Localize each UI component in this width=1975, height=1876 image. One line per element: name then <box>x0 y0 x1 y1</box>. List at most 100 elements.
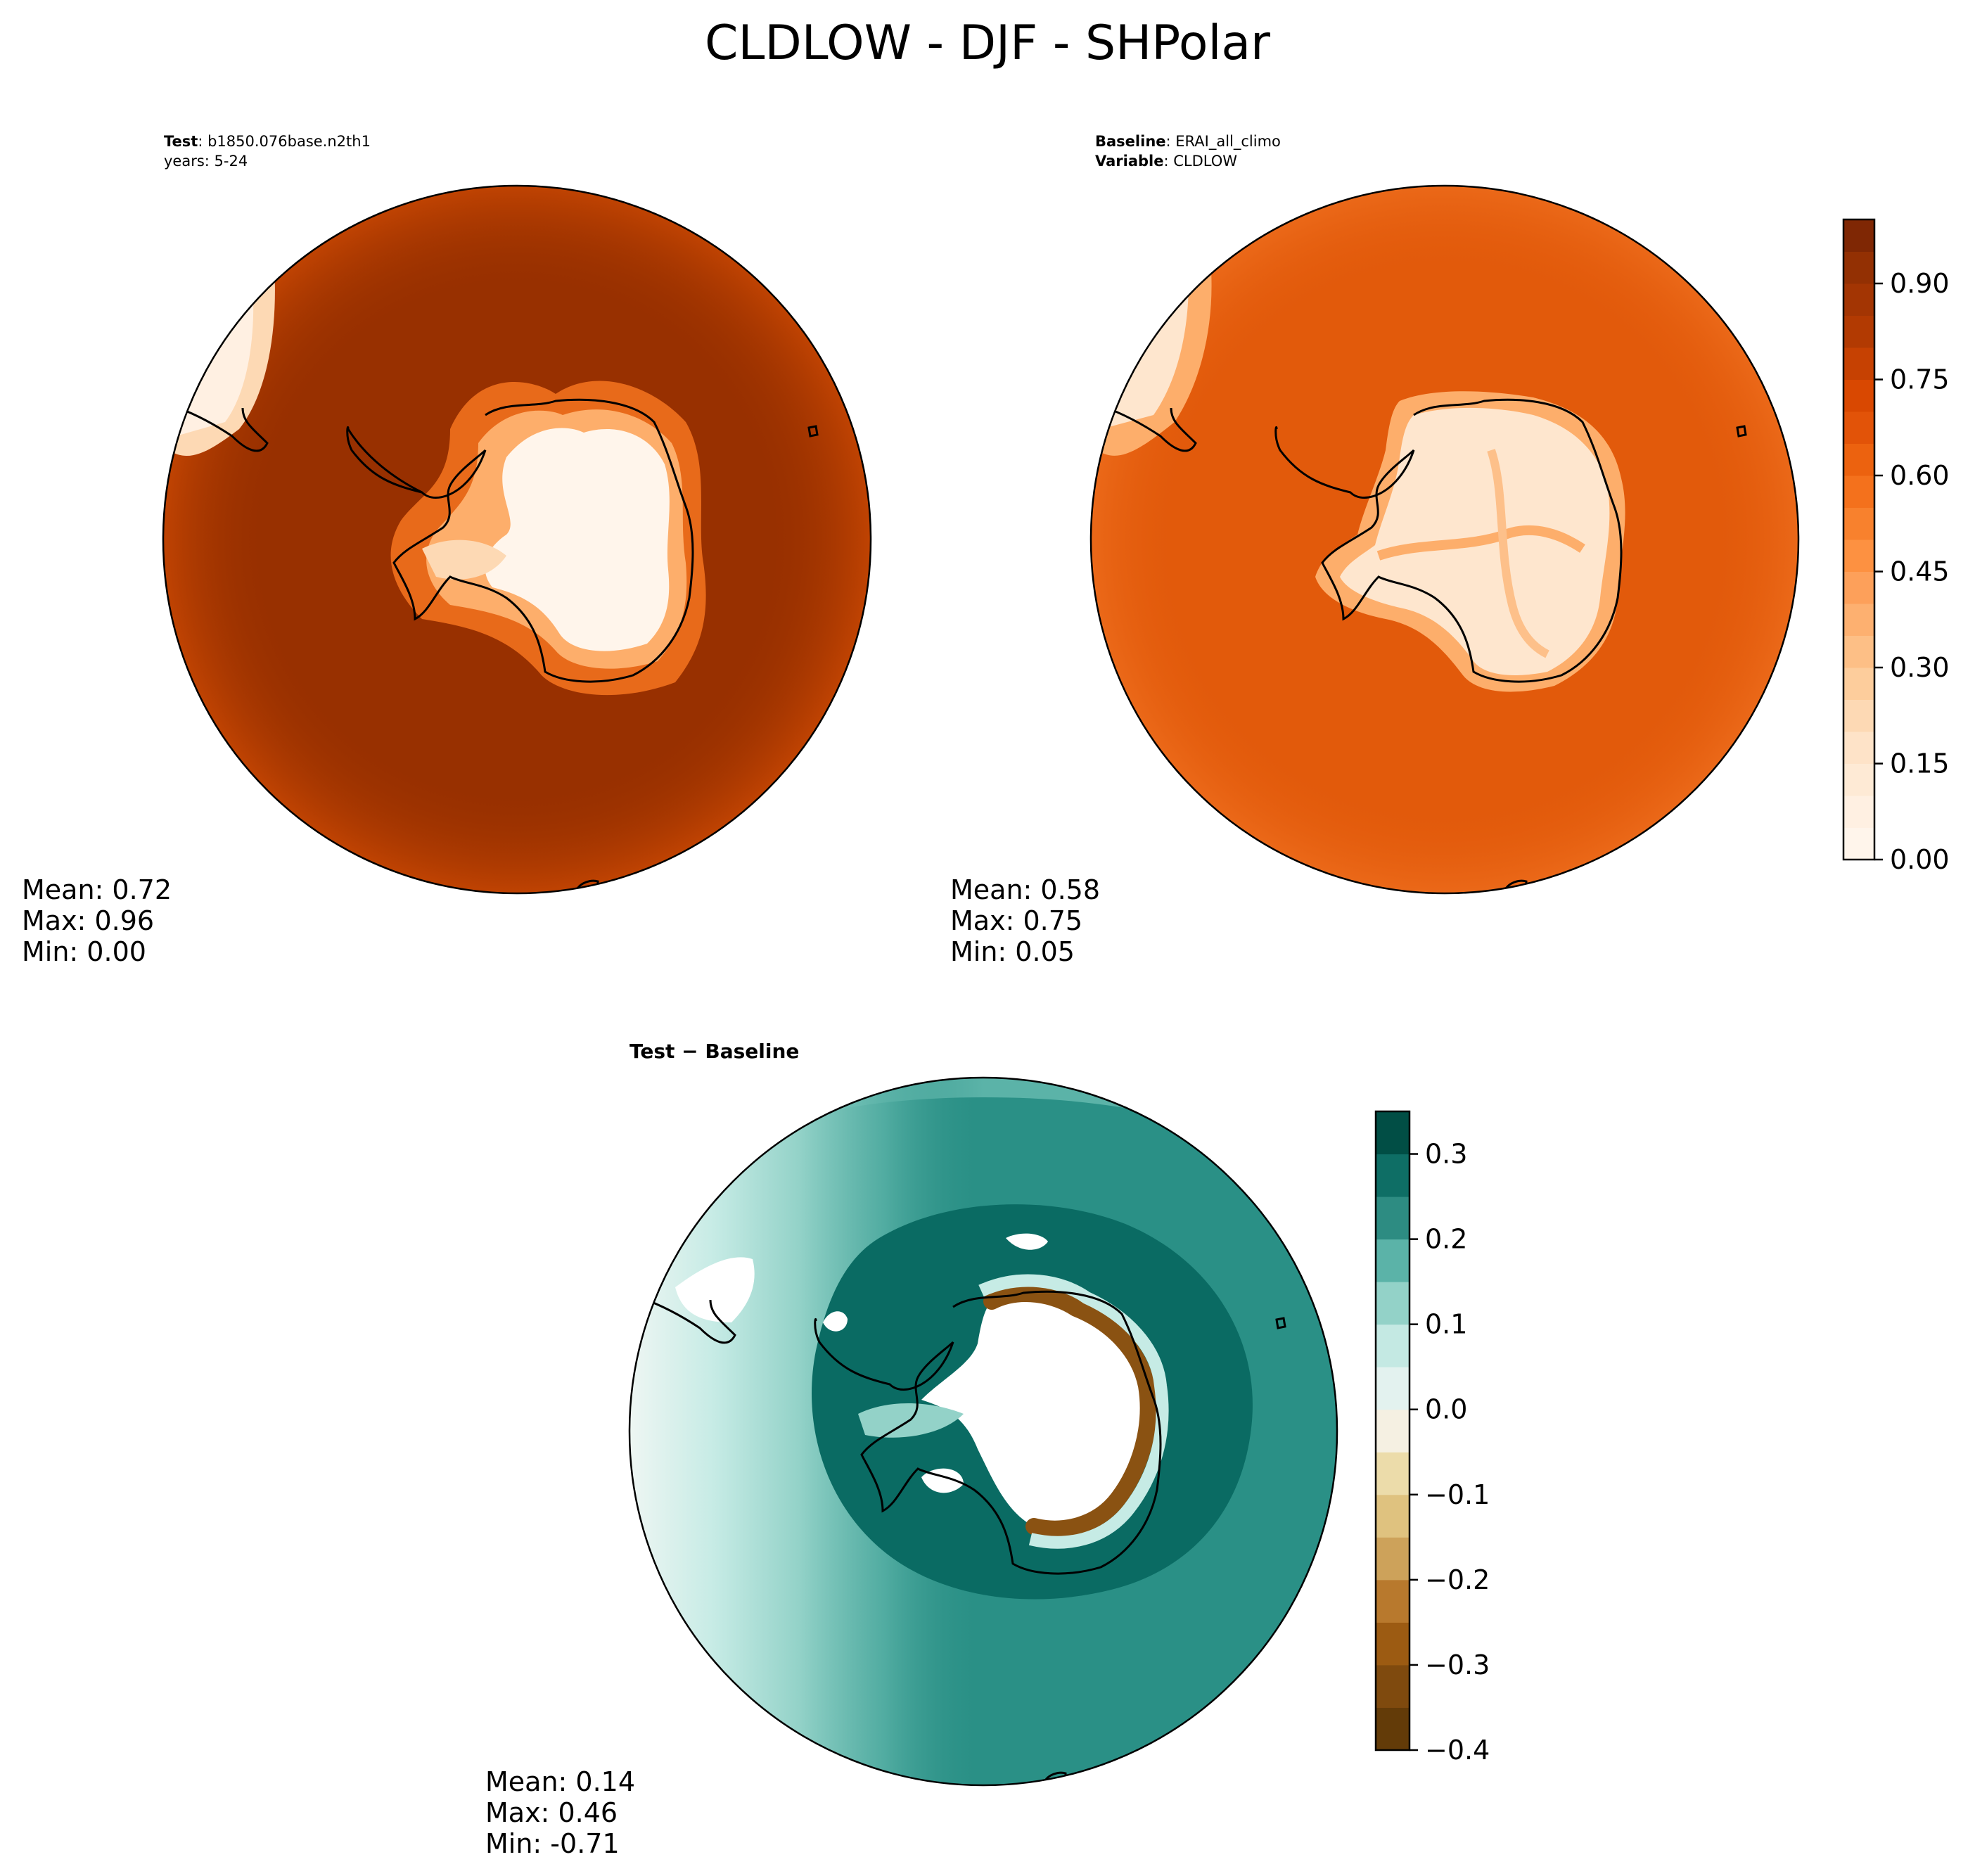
colorbar-level <box>1376 1111 1410 1155</box>
test-label: Test <box>164 133 198 150</box>
colorbar-level <box>1376 1452 1410 1495</box>
colorbar-tick-label: 0.30 <box>1890 652 1950 683</box>
diff-white-patch-4 <box>823 1311 848 1332</box>
colorbar-tick-label: −0.3 <box>1425 1650 1490 1680</box>
colorbar-tick-label: 0.75 <box>1890 364 1950 395</box>
test-colon: : <box>198 133 207 150</box>
colorbar-level <box>1843 604 1874 636</box>
diff-globe-border <box>628 1076 1338 1787</box>
colorbar-brbg: −0.4 −0.3 −0.2 −0.1 0.0 0.1 0.2 0.3 <box>1374 1110 1490 1766</box>
test-mean: Mean: 0.72 <box>22 874 172 905</box>
colorbar-tick-label: 0.2 <box>1425 1224 1467 1255</box>
colorbar-tick-label: 0.15 <box>1890 748 1950 779</box>
baseline-coastline <box>1097 398 1747 891</box>
test-ice-arm <box>422 540 506 580</box>
diff-ice-white <box>921 1294 1149 1529</box>
diff-mean: Mean: 0.14 <box>485 1766 635 1797</box>
colorbar-tick-label: 0.45 <box>1890 556 1950 587</box>
test-coastline <box>168 398 819 891</box>
colorbar-level <box>1376 1664 1410 1708</box>
colorbar-level <box>1376 1622 1410 1666</box>
baseline-stats: Mean: 0.58 Max: 0.75 Min: 0.05 <box>950 874 1100 967</box>
colorbar-tick-label: −0.1 <box>1425 1479 1490 1510</box>
colorbar-tick-label: 0.0 <box>1425 1394 1467 1425</box>
diff-brown-rim <box>983 1285 1157 1538</box>
colorbar-level <box>1843 379 1874 412</box>
test-pale-wedge-inner <box>176 295 254 436</box>
test-globe-border <box>162 184 872 895</box>
colorbar-level <box>1376 1579 1410 1623</box>
test-min: Min: 0.00 <box>22 936 146 967</box>
test-max: Max: 0.96 <box>22 905 154 936</box>
diff-white-patch-2 <box>675 1257 755 1322</box>
colorbar-level <box>1843 763 1874 796</box>
test-panel-header: Test: b1850.076base.n2th1 years: 5-24 <box>164 133 371 170</box>
diff-coastline <box>636 1290 1286 1782</box>
colorbar-level <box>1376 1707 1410 1751</box>
colorbar-level <box>1376 1537 1410 1581</box>
baseline-mean: Mean: 0.58 <box>950 874 1100 905</box>
colorbar-tick-label: 0.60 <box>1890 460 1950 491</box>
baseline-globe-border <box>1089 184 1800 895</box>
colorbar-level <box>1843 699 1874 732</box>
colorbar-tick-label: −0.2 <box>1425 1564 1490 1595</box>
colorbar-tick-label: 0.90 <box>1890 268 1950 299</box>
baseline-name: ERAI_all_climo <box>1175 133 1281 151</box>
svg-text:Baseline: ERAI_all_climo: Baseline: ERAI_all_climo <box>1095 133 1281 151</box>
baseline-colon: : <box>1166 133 1176 150</box>
test-stats: Mean: 0.72 Max: 0.96 Min: 0.00 <box>22 874 172 967</box>
colorbar-tick-label: 0.1 <box>1425 1309 1467 1340</box>
baseline-label: Baseline <box>1095 133 1166 150</box>
colorbar-level <box>1843 507 1874 540</box>
colorbar-tick-label: 0.00 <box>1890 844 1950 875</box>
diff-max: Max: 0.46 <box>485 1797 618 1828</box>
colorbar-level <box>1843 668 1874 700</box>
colorbar-frame <box>1842 218 1876 861</box>
variable-colon: : <box>1163 153 1173 170</box>
colorbar-level <box>1376 1367 1410 1410</box>
colorbar-frame <box>1374 1110 1411 1751</box>
colorbar-level <box>1843 443 1874 476</box>
colorbar-level <box>1843 571 1874 604</box>
colorbar-level <box>1843 411 1874 444</box>
colorbar-level <box>1843 251 1874 284</box>
test-ice-core <box>485 428 670 651</box>
variable-name: CLDLOW <box>1173 153 1237 170</box>
svg-text:Test: b1850.076base.n2th1: Test: b1850.076base.n2th1 <box>164 133 371 150</box>
colorbar-level <box>1843 315 1874 348</box>
variable-label: Variable <box>1095 153 1163 170</box>
diff-stats: Mean: 0.14 Max: 0.46 Min: -0.71 <box>485 1766 635 1859</box>
diff-light-rim <box>978 1274 1169 1549</box>
baseline-min: Min: 0.05 <box>950 936 1075 967</box>
colorbar-level <box>1376 1409 1410 1453</box>
colorbar-level <box>1843 635 1874 668</box>
colorbar-oranges: 0.00 0.15 0.30 0.45 0.60 0.75 0.90 <box>1842 218 1950 875</box>
colorbar-level <box>1376 1324 1410 1367</box>
colorbar-level <box>1843 540 1874 572</box>
colorbar-level <box>1843 476 1874 508</box>
diff-title: Test − Baseline <box>629 1040 799 1063</box>
test-map <box>163 186 871 893</box>
colorbar-level <box>1843 827 1874 860</box>
colorbar-level <box>1843 347 1874 380</box>
diff-white-patch-1 <box>1006 1233 1048 1250</box>
figure-title: CLDLOW - DJF - SHPolar <box>705 15 1270 71</box>
diff-min: Min: -0.71 <box>485 1828 620 1859</box>
diff-map <box>629 1078 1337 1785</box>
svg-text:Variable: CLDLOW: Variable: CLDLOW <box>1095 153 1237 170</box>
test-name: b1850.076base.n2th1 <box>207 133 371 150</box>
colorbar-level <box>1843 732 1874 764</box>
colorbar-level <box>1376 1197 1410 1240</box>
colorbar-tick-label: −0.4 <box>1425 1735 1490 1766</box>
colorbar-level <box>1843 283 1874 316</box>
baseline-max: Max: 0.75 <box>950 905 1082 936</box>
colorbar-level <box>1843 796 1874 828</box>
colorbar-tick-label: 0.3 <box>1425 1139 1467 1170</box>
colorbar-level <box>1376 1282 1410 1325</box>
colorbar-level <box>1376 1494 1410 1538</box>
colorbar-level <box>1843 219 1874 252</box>
colorbar-level <box>1376 1239 1410 1282</box>
test-years: years: 5-24 <box>164 153 248 170</box>
baseline-ice-streaks-2 <box>1487 449 1549 658</box>
